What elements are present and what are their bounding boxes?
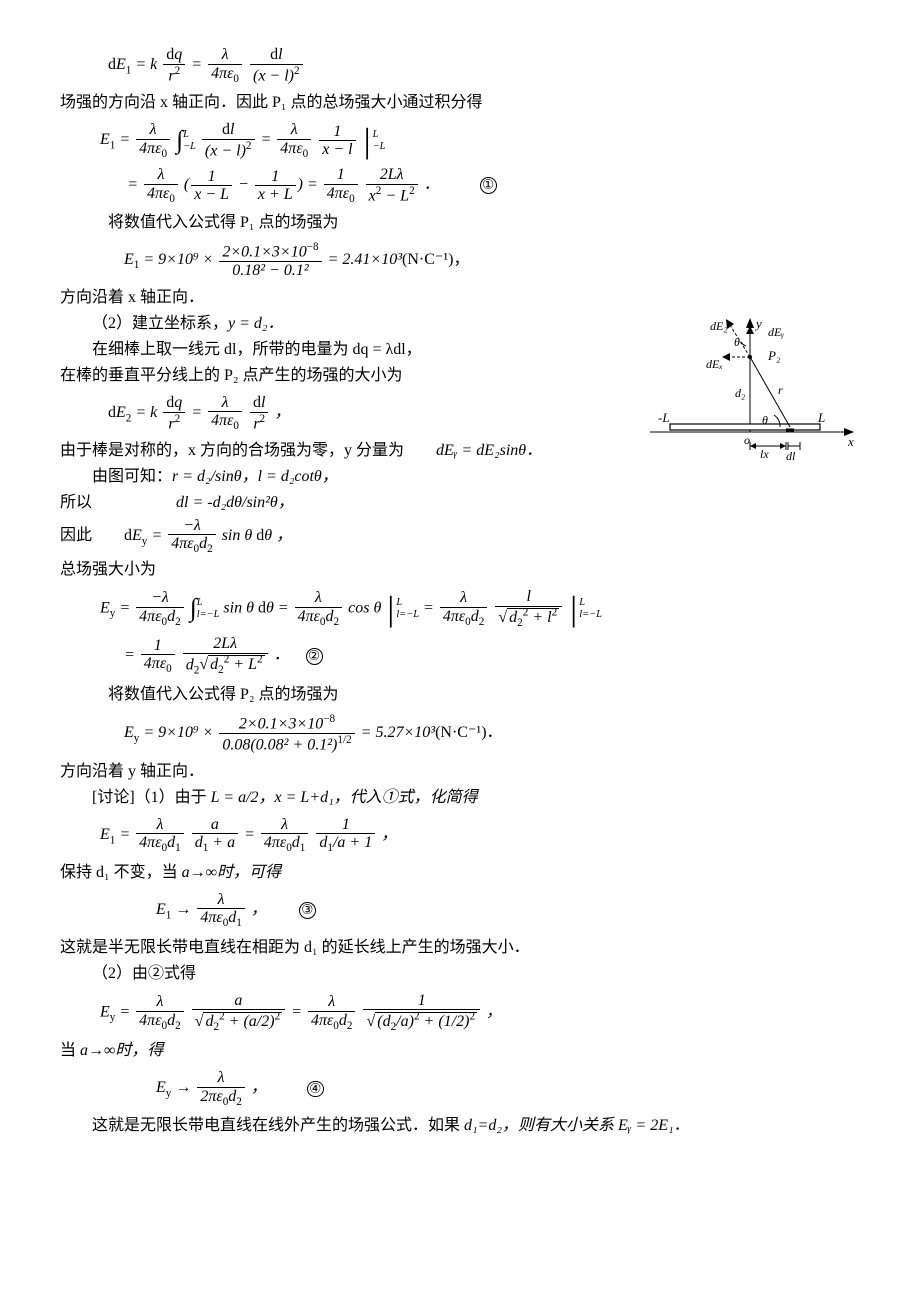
fig-d2: d₂ [735,386,745,400]
fig-dE2: dE₂ [710,319,728,333]
eq-Ey-limit: Ey → λ2πε0d2 ， ④ [156,1069,860,1108]
fig-o: o [744,433,750,447]
text-t18: 当 a→∞时，得 [60,1039,860,1063]
text-t12: 将数值代入公式得 P₂ 点的场强为 [108,683,860,707]
fig-theta-top: θ [734,335,740,349]
eq-E1d: E1 = λ4πε0d1 ad1 + a = λ4πε0d1 1d1/a + 1… [100,816,860,855]
fig--L: -L [658,410,670,425]
fig-dl: dl [786,449,796,463]
text-t15: 保持 d₁ 不变，当 a→∞时，可得 [60,861,860,885]
figure-diagram: y x -L L o P₂ d₂ r θ dE₂ dEᵧ dEₓ θ lx dl [640,312,860,480]
eq-E1-limit: E1 → λ4πε0d1 ， ③ [156,891,860,930]
fig-dEx: dEₓ [706,357,723,371]
fig-r: r [778,383,783,397]
label-4: ④ [307,1081,324,1098]
eq-Ey2: Ey = λ4πε0d2 ad22 + (a/2)2 = λ4πε0d2 1(d… [100,992,860,1033]
fig-y: y [754,316,762,331]
fig-lx: lx [760,447,769,461]
text-t14: [讨论]（1）由于 L = a/2，x = L+d₁，代入①式，化简得 [60,786,860,810]
text-t9: 所以 dl = -d₂dθ/sin²θ， [60,491,860,515]
eq-E1-numeric: E1 = 9×10⁹ × 2×0.1×3×10−8 0.18² − 0.1² =… [124,241,860,280]
fig-dEy: dEᵧ [768,325,784,339]
text-t3: 方向沿着 x 轴正向． [60,286,860,310]
fig-x: x [847,434,854,449]
eq-E1-integral: E1 = λ4πε0 ∫L−L dl(x − l)2 = λ4πε0 1x − … [100,121,860,160]
eq-Ey-line1: Ey = −λ4πε0d2 ∫Ll=−L sin θ dθ = λ4πε0d2 … [100,588,860,629]
eq-E1-line2: = λ4πε0 (1x − L − 1x + L) = 14πε0 2Lλx2 … [127,166,860,205]
text-t13: 方向沿着 y 轴正向． [60,760,860,784]
text-t17: （2）由②式得 [60,962,860,986]
fig-L: L [817,410,825,425]
text-t16: 这就是半无限长带电直线在相距为 d₁ 的延长线上产生的场强大小． [60,936,860,960]
text-t7: 由于棒是对称的，x 方向的合场强为零，y 分量为 dEᵧ = dE₂sinθ． [60,439,630,463]
fig-theta-bot: θ [762,413,768,427]
fig-P2: P₂ [767,348,781,363]
label-1: ① [480,177,497,194]
eq-Ey-line2: = 14πε0 2Lλd2d22 + L2 ． ② [124,635,860,676]
text-t2: 将数值代入公式得 P₁ 点的场强为 [108,211,860,235]
text-t1: 场强的方向沿 x 轴正向．因此 P₁ 点的总场强大小通过积分得 [60,91,860,115]
text-t10: 因此 dEy = −λ4πε0d2 sin θ dθ ， [60,517,860,556]
text-t11: 总场强大小为 [60,558,860,582]
text-t19: 这就是无限长带电直线在线外产生的场强公式．如果 d₁=d₂，则有大小关系 Eᵧ … [60,1114,860,1138]
eq-Ey-numeric: Ey = 9×10⁹ × 2×0.1×3×10−8 0.08(0.08² + 0… [124,713,860,754]
e1-coeff: 9×10⁹ [158,251,198,268]
label-2: ② [306,648,323,665]
label-3: ③ [299,902,316,919]
eq-dE1: dE1 = k dqr2 = λ4πε0 dl(x − l)2 [108,46,860,85]
